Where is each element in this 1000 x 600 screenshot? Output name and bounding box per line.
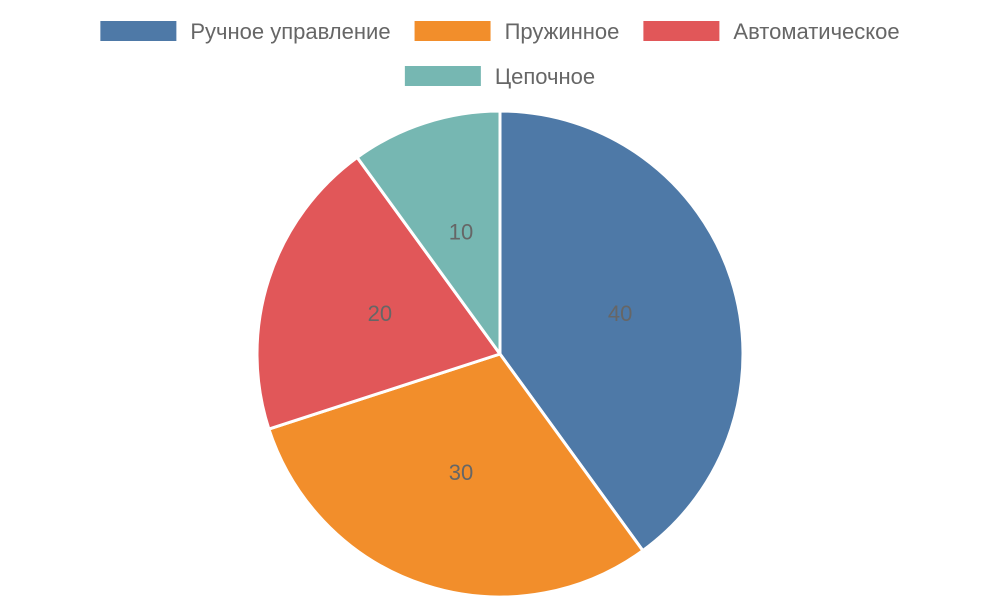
legend-swatch <box>404 66 481 86</box>
pie-slices <box>255 109 745 599</box>
pie-slice[interactable] <box>255 155 502 431</box>
legend-item[interactable]: Цепочное <box>404 64 595 89</box>
pie-slice[interactable] <box>267 352 645 599</box>
legend-item[interactable]: Пружинное <box>414 19 620 44</box>
legend-label: Цепочное <box>495 64 595 89</box>
slice-value-label: 10 <box>449 220 473 245</box>
legend: Ручное управление Пружинное Автоматическое… <box>100 19 900 89</box>
legend-label: Автоматическое <box>733 19 899 44</box>
legend-swatch <box>414 21 491 41</box>
slice-value-label: 30 <box>449 460 473 485</box>
legend-label: Пружинное <box>505 19 620 44</box>
pie-slice[interactable] <box>355 109 502 356</box>
slice-value-label: 40 <box>608 301 632 326</box>
legend-swatch <box>643 21 720 41</box>
legend-swatch <box>100 21 177 41</box>
legend-item[interactable]: Ручное управление <box>100 19 391 44</box>
legend-item[interactable]: Автоматическое <box>643 19 900 44</box>
slice-value-label: 20 <box>368 301 392 326</box>
pie-slice[interactable] <box>498 109 745 553</box>
legend-label: Ручное управление <box>190 19 390 44</box>
slice-labels: 40 30 20 10 <box>368 220 633 485</box>
